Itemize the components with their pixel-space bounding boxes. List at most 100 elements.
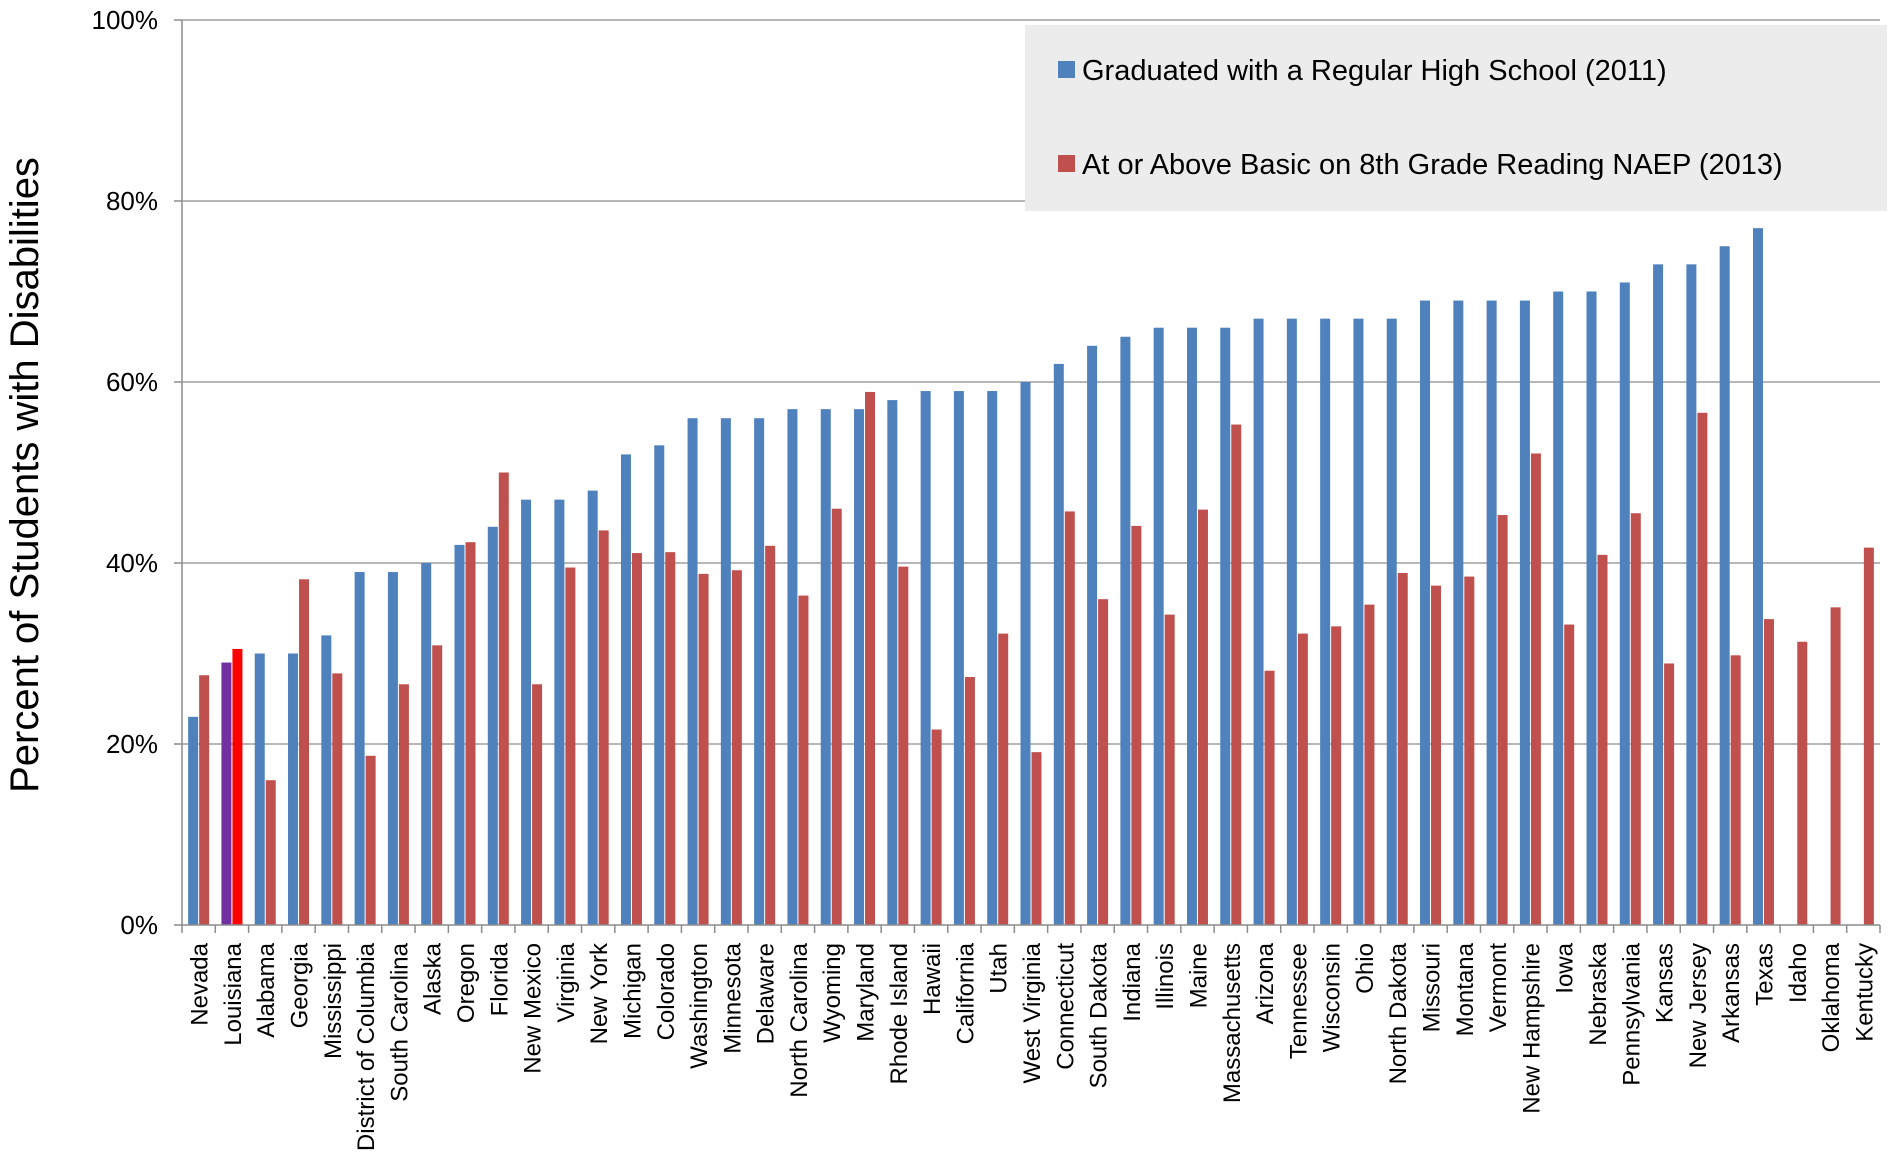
x-category-label: Michigan [619,943,646,1039]
bar-naep [498,472,509,925]
x-category-label: Wisconsin [1319,943,1346,1052]
y-tick-label: 60% [106,367,158,397]
bar-graduated [1686,264,1697,926]
bar-graduated [887,400,898,926]
bar-naep [964,677,975,925]
x-category-label: Connecticut [1052,943,1079,1070]
bar-graduated [620,454,631,925]
x-category-label: North Dakota [1385,942,1412,1084]
bar-graduated [221,662,232,925]
x-category-labels: Nevada Louisiana Alabama Georgia Mississippi… [187,942,1879,1151]
x-category-label: Delaware [753,943,780,1044]
bar-graduated [188,716,199,925]
y-tick-labels: 0% 20% 40% 60% 80% 100% [92,5,159,940]
axes [174,19,1881,933]
x-category-label: Massachusetts [1219,943,1246,1103]
x-category-label: New York [586,942,613,1044]
y-tick-label: 20% [106,729,158,759]
bar-graduated [1719,246,1730,925]
bar-naep [1131,525,1142,925]
x-category-label: Oklahoma [1818,942,1845,1052]
bar-naep [332,673,343,925]
bar-graduated [321,635,332,925]
x-category-label: Mississippi [320,943,347,1059]
bar-graduated [1386,318,1397,925]
bar-graduated [1586,291,1597,925]
bar-naep [1863,547,1874,925]
bar-graduated [720,418,731,925]
bar-graduated [787,409,798,925]
bar-graduated [1153,327,1164,925]
bar-naep [565,567,576,925]
x-category-label: New Hampshire [1518,943,1545,1114]
bar-graduated [421,563,432,925]
x-category-label: Ohio [1352,943,1379,994]
bar-naep [1064,511,1075,925]
x-category-label: Illinois [1152,943,1179,1010]
bar-naep [698,573,709,925]
bar-graduated [487,526,498,925]
bar-graduated [1120,336,1131,925]
x-category-label: Utah [986,943,1013,994]
x-category-label: Maryland [853,943,880,1042]
bar-graduated [820,409,831,925]
bar-graduated [654,445,665,925]
legend-swatch-graduated [1058,61,1075,78]
bar-graduated [521,499,532,925]
x-category-label: Kansas [1652,943,1679,1023]
x-category-label: Nebraska [1585,942,1612,1045]
bar-graduated [854,409,865,925]
bar-naep [1397,572,1408,925]
x-category-label: Alabama [253,942,280,1037]
x-category-label: Tennessee [1285,943,1312,1059]
bar-naep [1431,585,1442,925]
bar-naep [1098,599,1109,925]
x-category-label: South Dakota [1086,942,1113,1088]
bar-naep [299,579,310,925]
x-category-label: Virginia [553,942,580,1022]
x-category-label: Nevada [187,942,214,1025]
bar-graduated [1320,318,1331,925]
x-category-label: New Jersey [1685,943,1712,1068]
bar-naep [631,553,642,925]
bar-naep [598,530,609,925]
bar-naep [1464,576,1475,925]
bar-graduated [354,572,365,925]
bar-naep [865,391,876,926]
legend-label-naep: At or Above Basic on 8th Grade Reading N… [1082,149,1783,181]
bar-graduated [953,391,964,925]
bar-naep [1797,641,1808,925]
bar-graduated [1653,264,1664,926]
bar-naep [432,645,443,925]
x-category-label: Wyoming [819,943,846,1043]
bar-naep [1297,633,1308,925]
x-category-label: Washington [686,943,713,1069]
legend-box [1025,25,1887,211]
bar-naep [1664,663,1675,925]
bar-naep [1197,509,1208,925]
bar-naep [898,566,909,925]
bar-graduated [1353,318,1364,925]
x-category-label: Vermont [1485,943,1512,1033]
bar-graduated [454,544,465,925]
x-category-label: Hawaii [919,943,946,1015]
bar-naep [1630,513,1641,925]
x-category-label: California [952,942,979,1044]
x-category-label: South Carolina [386,942,413,1101]
bar-graduated [1087,345,1098,925]
x-category-label: Pennsylvania [1618,942,1645,1085]
y-tick-label: 80% [106,186,158,216]
bar-naep [1763,619,1774,925]
x-category-label: Louisiana [220,942,247,1045]
x-category-label: Missouri [1419,943,1446,1032]
bar-graduated [1186,327,1197,925]
x-category-label: West Virginia [1019,942,1046,1083]
bar-naep [665,552,676,925]
legend: Graduated with a Regular High School (20… [1025,25,1887,211]
bar-graduated [1286,318,1297,925]
bar-graduated [1553,291,1564,925]
x-category-label: Arkansas [1718,943,1745,1043]
x-category-label: Alaska [420,942,447,1015]
bar-naep [1331,626,1342,925]
bar-naep [831,508,842,925]
